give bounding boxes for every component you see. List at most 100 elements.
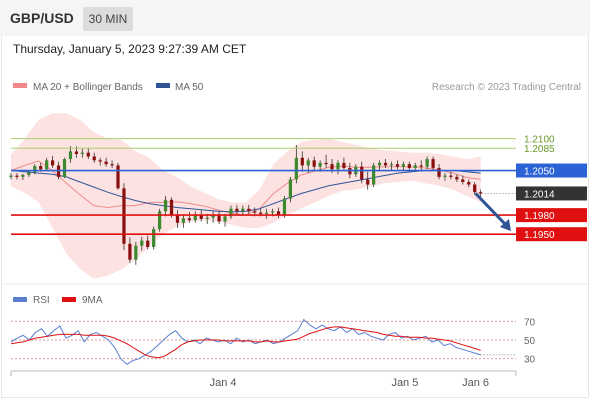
candle-body (223, 216, 227, 222)
candle (86, 147, 90, 160)
candle-body (80, 152, 84, 154)
candle-body (247, 208, 251, 212)
level-label-1.2100: 1.2100 (524, 135, 555, 146)
candle-body (300, 157, 304, 166)
x-tick-label: Jan 5 (391, 377, 418, 389)
candle-body (21, 174, 25, 177)
candle-body (294, 157, 298, 180)
candle (51, 155, 55, 168)
candle-body (324, 162, 328, 165)
candle (395, 160, 400, 170)
candle-body (288, 179, 293, 199)
candle-body (449, 175, 453, 177)
candle-body (336, 162, 340, 170)
legend: MA 20 + Bollinger Bands MA 50 Research ©… (13, 82, 581, 93)
candle-body (193, 215, 197, 221)
candle-body (39, 166, 43, 170)
candle (241, 205, 245, 216)
rsi-9ma-line (10, 326, 481, 359)
bollinger-band-fill (11, 113, 481, 279)
candle-body (312, 160, 316, 167)
candle-body (146, 240, 150, 247)
legend-label-bollinger: MA 20 + Bollinger Bands (33, 82, 143, 93)
candle (473, 181, 477, 195)
candle-body (163, 199, 168, 212)
candle-body (104, 161, 108, 165)
candle-body (318, 162, 322, 167)
candle (425, 156, 429, 170)
timeframe-button[interactable]: 30 MIN (83, 7, 133, 31)
candle-body (360, 166, 364, 180)
candle (479, 189, 483, 198)
candle (282, 196, 287, 218)
candle-body (270, 211, 275, 213)
rsi-level-label-30: 30 (524, 355, 536, 366)
candle (449, 171, 453, 180)
candle-body (276, 211, 281, 216)
candle (15, 173, 19, 180)
candle (401, 161, 405, 171)
candle-body (455, 176, 459, 180)
candle-body (473, 184, 477, 193)
candle (372, 162, 376, 188)
candle-body (27, 172, 31, 175)
candle-body (377, 162, 382, 166)
candle-body (74, 151, 79, 154)
candle (276, 207, 281, 219)
candle (104, 157, 108, 167)
candle-body (479, 192, 483, 194)
candle-body (62, 159, 67, 177)
candle (158, 208, 162, 232)
candle (288, 176, 293, 203)
candle (265, 208, 269, 219)
candle-body (425, 159, 429, 167)
candle-body (140, 240, 144, 246)
candle-body (92, 156, 96, 161)
last-price-tag (516, 186, 587, 201)
time-axis: Jan 4 Jan 5 Jan 6 (210, 377, 489, 389)
candle-body (383, 162, 388, 166)
level-label-1.2085: 1.2085 (524, 144, 555, 155)
candle (383, 159, 388, 168)
candle-body (419, 165, 423, 167)
candle (235, 204, 239, 216)
candle (21, 173, 25, 181)
candle-body (389, 164, 394, 166)
candle (389, 161, 394, 171)
candle (146, 235, 150, 250)
candle-body (98, 160, 102, 162)
header-bar: GBP/USD 30 MIN (0, 0, 590, 36)
ma50-line (10, 170, 481, 213)
candle (163, 196, 168, 217)
candle (175, 210, 180, 228)
forecast-arrow-head (499, 219, 511, 232)
candle-body (265, 212, 269, 214)
candle (27, 170, 31, 177)
candle-body (443, 175, 447, 177)
candle (461, 175, 465, 185)
candle (92, 152, 96, 163)
candle-body (9, 175, 13, 177)
rsi-plot: 70 50 30 (10, 317, 536, 366)
rsi-line (10, 318, 481, 365)
x-tick-label: Jan 4 (210, 377, 237, 389)
legend-label-9ma: 9MA (82, 295, 103, 306)
candle (300, 151, 304, 172)
last-price-text: 1.2014 (524, 189, 555, 200)
candle (437, 164, 441, 180)
level-tag-1.2050 (516, 163, 587, 178)
candle-body (134, 245, 138, 260)
candle-body (330, 164, 334, 170)
candle-body (116, 165, 120, 189)
candle-body (217, 215, 221, 222)
candle-body (169, 199, 174, 216)
candle-body (235, 208, 239, 212)
candle-body (395, 164, 400, 167)
candle (360, 161, 364, 184)
candle (217, 211, 221, 225)
candle (181, 215, 186, 228)
candle-body (342, 162, 346, 168)
candle-body (199, 215, 203, 219)
